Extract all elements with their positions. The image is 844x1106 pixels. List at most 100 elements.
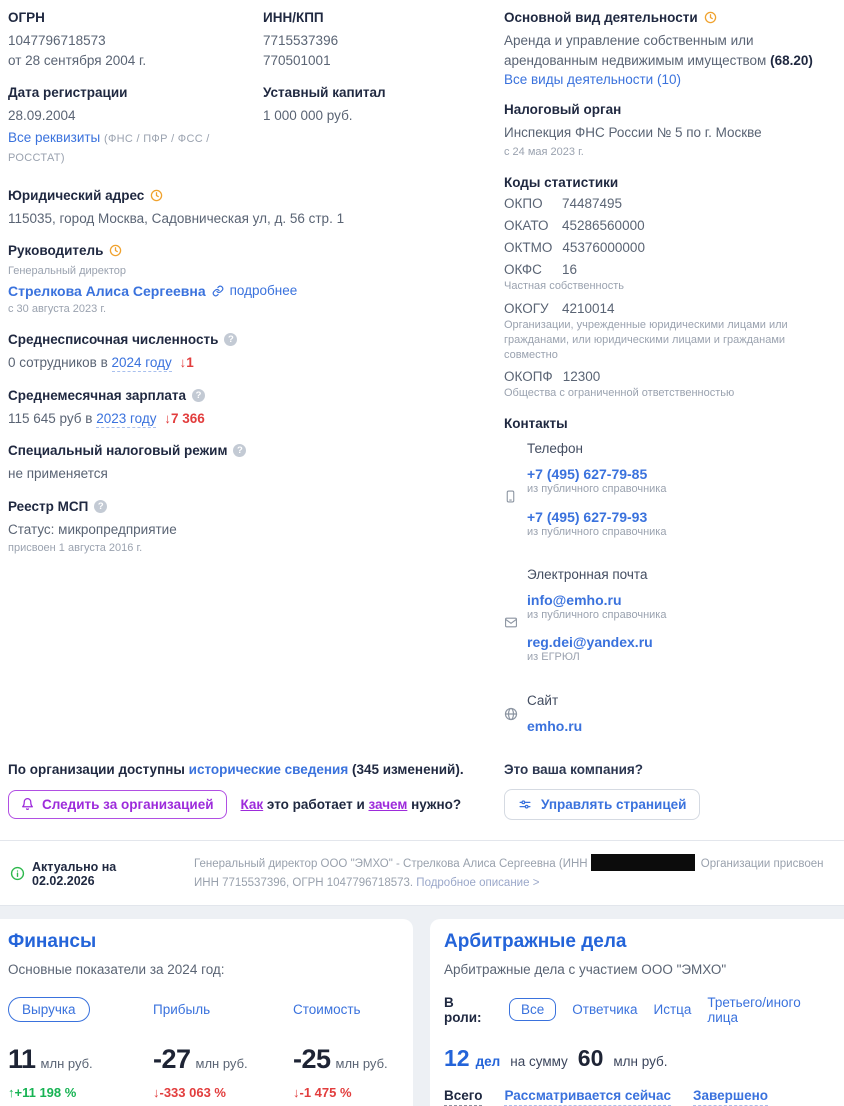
ogrn-value: 1047796718573 [8,33,106,48]
email-label: Электронная почта [527,567,648,583]
site-label: Сайт [527,692,559,708]
phone-number-link[interactable]: +7 (495) 627-79-85 [527,466,648,483]
history-block: По организации доступны исторические све… [8,762,496,820]
role-plaintiff[interactable]: Истца [653,1002,692,1018]
headcount-label: Среднесписочная численность [8,332,219,348]
stat-note: Организации, учрежденные юридическими ли… [504,318,788,361]
phone-source: из публичного справочника [527,483,667,496]
stat-code: ОКФС [504,262,542,278]
msp-note: присвоен 1 августа 2016 г. [8,542,143,555]
ogrn-label: ОГРН [8,10,45,25]
history-link[interactable]: исторические сведения [188,761,349,777]
summary-text-before: Генеральный директор ООО "ЭМХО" - Стрелк… [194,857,588,870]
role-defendant[interactable]: Ответчика [572,1002,638,1018]
follow-company-button[interactable]: Следить за организацией [8,789,227,819]
link-icon [212,285,224,297]
activity-text: Аренда и управление собственным или арен… [504,33,767,68]
stat-row: ОКТМО 45376000000 [504,240,836,255]
stat-code: ОКОПФ [504,369,553,385]
role-all[interactable]: Все [509,998,557,1022]
email-group: Электронная почта info@emho.ru из публич… [504,567,836,677]
tax-mode-label: Специальный налоговый режим [8,443,228,459]
revenue-delta: ↑+11 198 % [8,1084,77,1100]
head-name-link[interactable]: Стрелкова Алиса Сергеевна [8,282,206,299]
help-icon[interactable]: ? [94,499,108,513]
ogrn-block: ОГРН 1047796718573 от 28 сентября 2004 г… [8,10,263,70]
requisites-note: (ФНС / ПФР / ФСС / РОССТАТ) [8,132,210,165]
inn-kpp-block: ИНН/КПП 7715537396 770501001 [263,10,496,70]
inn-kpp-label: ИНН/КПП [263,10,324,25]
cases-count[interactable]: 12 [444,1044,470,1071]
help-icon[interactable]: ? [192,388,206,402]
your-company-block: Это ваша компания? Управлять страницей [496,762,836,820]
tax-organ-since: с 24 мая 2023 г. [504,145,584,158]
tax-organ-block: Налоговый орган Инспекция ФНС России № 5… [504,102,836,160]
role-label: В роли: [444,994,482,1025]
mail-icon [504,567,518,677]
cases-unit[interactable]: дел [475,1053,501,1069]
sliders-icon [518,798,532,811]
phone-number-link[interactable]: +7 (495) 627-79-93 [527,508,648,525]
head-label: Руководитель [8,243,104,259]
filter-all[interactable]: Всего [444,1088,483,1106]
arbitration-card: Арбитражные дела Арбитражные дела с учас… [430,918,844,1106]
redacted-area [590,853,695,871]
all-requisites-link[interactable]: Все реквизиты [8,129,101,145]
role-third-party[interactable]: Третьего/иного лица [707,994,801,1025]
email-item: info@emho.ru из публичного справочника [527,592,666,623]
stat-row: ОКОПФ 12300 Общества с ограниченной ответс… [504,369,836,401]
help-icon[interactable]: ? [233,444,247,458]
history-suffix: (345 изменений). [348,761,464,777]
site-link[interactable]: emho.ru [527,717,583,734]
head-since: с 30 августа 2023 г. [8,302,107,315]
phone-icon [504,441,518,551]
all-activities-link[interactable]: Все виды деятельности (10) [504,72,681,88]
phone-source: из публичного справочника [527,525,667,538]
stat-value: 74487495 [562,196,623,212]
manage-page-button[interactable]: Управлять страницей [504,788,701,820]
filter-finished[interactable]: Завершено [693,1088,769,1106]
company-summary: Генеральный директор ООО "ЭМХО" - Стрелк… [194,853,834,894]
your-company-question: Это ваша компания? [504,761,644,777]
stat-codes-label: Коды статистики [504,175,619,191]
activity-block: Основной вид деятельности Аренда и управ… [504,10,836,87]
how-end-text: нужно? [407,796,462,812]
filter-in-progress[interactable]: Рассматривается сейчас [504,1088,671,1106]
msp-label: Реестр МСП [8,498,89,514]
actions-row: По организации доступны исторические све… [0,750,844,840]
how-link[interactable]: Как [240,796,264,812]
site-group: Сайт emho.ru [504,693,836,734]
salary-block: Среднемесячная зарплата ? 115 645 руб в … [8,388,496,429]
email-link[interactable]: reg.dei@yandex.ru [527,634,653,651]
tab-value[interactable]: Стоимость [293,1001,361,1017]
activity-label: Основной вид деятельности [504,10,698,25]
tab-revenue[interactable]: Выручка [8,996,90,1022]
legal-address-block: Юридический адрес 115035, город Москва, … [8,188,496,229]
stat-code: ОКПО [504,196,543,212]
email-link[interactable]: info@emho.ru [527,592,622,609]
help-icon[interactable]: ? [224,333,238,347]
stat-code: ОКТМО [504,240,553,256]
bottom-cards-band: Финансы Основные показатели за 2024 год:… [0,904,844,1106]
company-value: -25 млн руб. [293,1043,388,1074]
ogrn-date: от 28 сентября 2004 г. [8,52,147,68]
email-source: из публичного справочника [527,609,667,622]
head-more-link[interactable]: подробнее [229,283,298,299]
contacts-label: Контакты [504,416,568,432]
stat-value: 45376000000 [562,240,645,256]
salary-year-link[interactable]: 2023 году [96,410,157,428]
registration-date-block: Дата регистрации 28.09.2004 Все реквизит… [8,85,263,167]
stat-row: ОКОГУ 4210014 Организации, учрежденные юри… [504,301,836,363]
tax-mode-value: не применяется [8,466,108,482]
company-info-section: ОГРН 1047796718573 от 28 сентября 2004 г… [8,10,836,734]
full-description-link[interactable]: Подробное описание > [416,877,540,890]
why-link[interactable]: зачем [368,796,408,812]
arbitration-subtitle: Арбитражные дела с участием ООО "ЭМХО" [444,961,727,977]
tab-profit[interactable]: Прибыль [153,1001,211,1017]
company-profile-page: ОГРН 1047796718573 от 28 сентября 2004 г… [0,10,844,1106]
value-delta: ↓-1 475 % [293,1084,352,1100]
inn-value: 7715537396 [263,33,339,48]
headcount-year-link[interactable]: 2024 году [111,355,172,373]
stat-row: ОКАТО 45286560000 [504,218,836,233]
finance-card: Финансы Основные показатели за 2024 год:… [0,918,413,1106]
